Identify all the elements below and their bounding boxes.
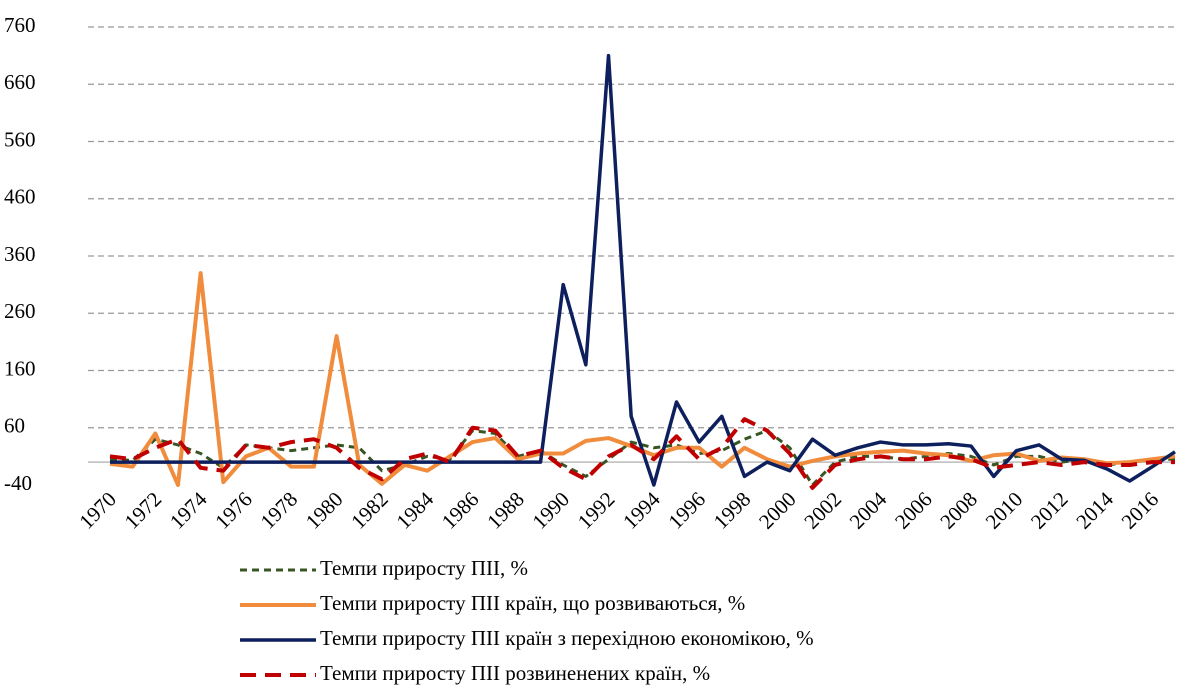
y-tick-label: 260	[4, 299, 36, 323]
y-tick-label: 460	[4, 185, 36, 209]
x-tick-label: 1978	[256, 487, 303, 534]
y-tick-label: -40	[4, 471, 32, 495]
series-line	[110, 53, 1176, 487]
x-tick-label: 1982	[346, 487, 393, 534]
legend-label: Темпи приросту ПІІ розвиненених країн, %	[320, 661, 710, 685]
x-tick-label: 2004	[845, 487, 892, 534]
x-tick-label: 1980	[301, 487, 348, 534]
x-tick-label: 2012	[1026, 487, 1073, 534]
legend-label: Темпи приросту ПІІ країн з перехідною ек…	[320, 626, 814, 650]
x-tick-label: 1984	[392, 487, 439, 534]
y-tick-label: 560	[4, 127, 36, 151]
y-tick-label: 660	[4, 70, 36, 94]
x-tick-label: 2008	[935, 487, 982, 534]
x-tick-label: 1974	[165, 487, 212, 534]
x-tick-label: 1976	[210, 487, 257, 534]
x-tick-label: 1990	[527, 487, 574, 534]
x-tick-label: 1986	[437, 487, 484, 534]
x-tick-label: 2014	[1071, 487, 1118, 534]
x-tick-label: 1998	[709, 487, 756, 534]
y-tick-label: 760	[4, 13, 36, 37]
x-tick-label: 2016	[1117, 487, 1164, 534]
x-tick-label: 2010	[981, 487, 1028, 534]
x-tick-label: 1972	[120, 487, 167, 534]
x-tick-label: 2002	[799, 487, 846, 534]
x-tick-label: 1996	[663, 487, 710, 534]
x-tick-label: 2006	[890, 487, 937, 534]
y-tick-label: 60	[4, 414, 25, 438]
x-tick-label: 1970	[74, 487, 121, 534]
legend-label: Темпи приросту ПІІ, %	[320, 556, 528, 580]
x-tick-label: 1988	[482, 487, 529, 534]
series-line	[109, 429, 1175, 487]
x-tick-label: 1992	[573, 487, 620, 534]
x-tick-label: 1994	[618, 487, 665, 534]
legend-label: Темпи приросту ПІІ країн, що розвиваютьс…	[320, 591, 745, 615]
series-line	[109, 417, 1175, 490]
x-tick-label: 2000	[754, 487, 801, 534]
y-tick-label: 360	[4, 242, 36, 266]
y-tick-label: 160	[4, 356, 36, 380]
